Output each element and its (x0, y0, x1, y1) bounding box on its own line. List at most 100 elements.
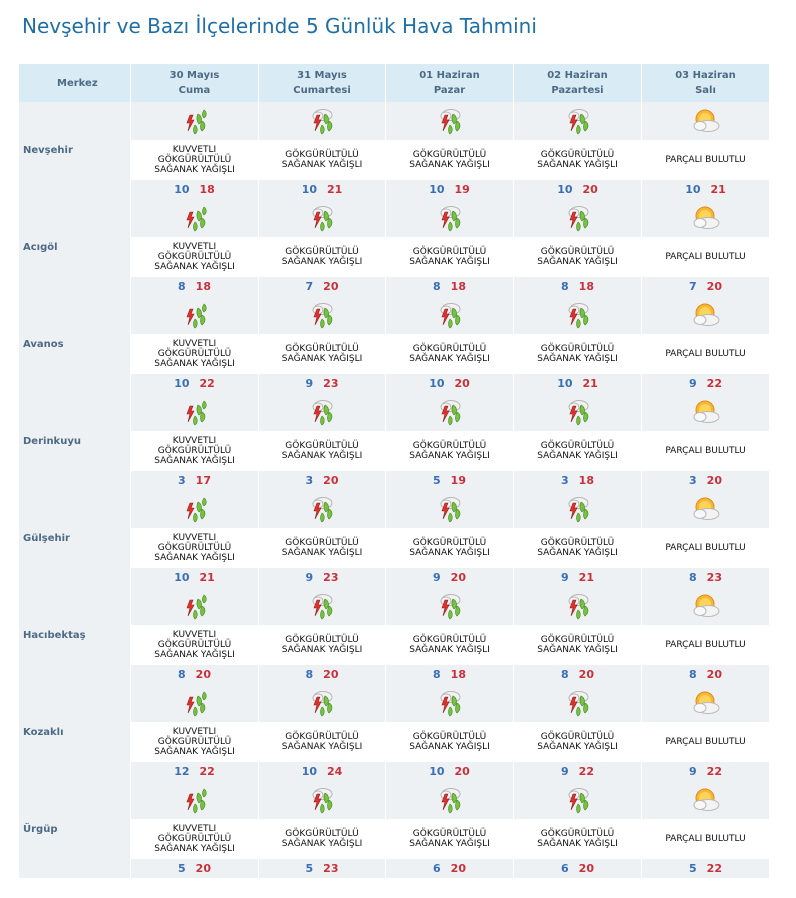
thunderstorm-icon (307, 206, 337, 232)
forecast-description-text: Kuvvetli Gökgürültülü Sağanak Yağışlı (154, 533, 235, 563)
min-temperature: 10 (429, 377, 445, 390)
table-row: Kozaklı (18, 684, 770, 781)
forecast-description: Parçalı Bulutlu (641, 431, 770, 471)
forecast-description: Gökgürültülü Sağanak Yağışlı (513, 528, 642, 568)
min-temperature: 3 (689, 474, 697, 487)
max-temperature: 18 (578, 280, 594, 293)
forecast-temperature: 8 20 (641, 665, 770, 684)
heavy-thunderstorm-icon (180, 400, 210, 426)
min-temperature: 6 (433, 862, 441, 875)
heavy-thunderstorm-icon (180, 206, 210, 232)
thunderstorm-icon (307, 109, 337, 135)
forecast-icon-cell (385, 490, 514, 528)
forecast-temperature: 10 21 (258, 180, 386, 199)
max-temperature: 20 (706, 474, 722, 487)
forecast-description-text: Parçalı Bulutlu (665, 737, 746, 747)
forecast-description-text: Gökgürültülü Sağanak Yağışlı (281, 344, 363, 364)
forecast-description-text: Gökgürültülü Sağanak Yağışlı (537, 829, 618, 849)
forecast-description: Gökgürültülü Sağanak Yağışlı (258, 528, 386, 568)
day-weekday: Pazartesi (551, 85, 604, 96)
table-row: 10 21 9 23 9 20 9 21 8 23 (19, 568, 770, 587)
max-temperature: 19 (454, 183, 470, 196)
forecast-icon-cell (385, 781, 514, 819)
max-temperature: 24 (327, 765, 343, 778)
forecast-icon-cell (513, 684, 642, 722)
location-name: Nevşehir (18, 102, 131, 199)
forecast-description-text: Gökgürültülü Sağanak Yağışlı (281, 441, 363, 461)
forecast-table: Merkez 30 Mayıs Cuma 31 Mayıs Cumartesi 01… (18, 64, 770, 878)
max-temperature: 21 (710, 183, 726, 196)
thunderstorm-icon (435, 788, 465, 814)
min-temperature: 8 (178, 668, 186, 681)
max-temperature: 20 (195, 668, 211, 681)
min-temperature: 10 (174, 377, 190, 390)
partly-cloudy-icon (690, 594, 722, 617)
thunderstorm-icon (563, 497, 593, 523)
table-row: Kuvvetli Gökgürültülü Sağanak Yağışlı Gök… (19, 140, 770, 180)
forecast-description: Gökgürültülü Sağanak Yağışlı (258, 140, 386, 180)
forecast-icon-cell (385, 684, 514, 722)
forecast-icon-cell (130, 490, 259, 528)
forecast-temperature: 8 23 (641, 568, 770, 587)
thunderstorm-icon (307, 497, 337, 523)
forecast-description: Kuvvetli Gökgürültülü Sağanak Yağışlı (130, 819, 259, 859)
thunderstorm-icon (435, 691, 465, 717)
table-row: Avanos (18, 296, 770, 393)
forecast-description-text: Gökgürültülü Sağanak Yağışlı (409, 732, 490, 752)
heavy-thunderstorm-icon (180, 109, 210, 135)
location-name: Gülşehir (18, 490, 131, 587)
forecast-description-text: Parçalı Bulutlu (665, 446, 746, 456)
max-temperature: 20 (450, 571, 466, 584)
thunderstorm-icon (563, 788, 593, 814)
forecast-description: Gökgürültülü Sağanak Yağışlı (385, 528, 514, 568)
forecast-icon-cell (513, 490, 642, 528)
min-temperature: 9 (305, 377, 314, 390)
max-temperature: 20 (706, 280, 722, 293)
heavy-thunderstorm-icon (180, 691, 210, 717)
forecast-temperature: 9 22 (641, 374, 770, 393)
table-row: Kuvvetli Gökgürültülü Sağanak Yağışlı Gök… (19, 334, 770, 374)
forecast-description: Gökgürültülü Sağanak Yağışlı (513, 140, 642, 180)
forecast-description: Kuvvetli Gökgürültülü Sağanak Yağışlı (130, 140, 259, 180)
partly-cloudy-icon (690, 691, 722, 714)
heavy-thunderstorm-icon (180, 594, 210, 620)
forecast-icon-cell (130, 684, 259, 722)
column-header-merkez: Merkez (18, 64, 131, 102)
min-temperature: 7 (689, 280, 697, 293)
max-temperature: 20 (706, 668, 722, 681)
forecast-temperature: 8 18 (385, 277, 514, 296)
max-temperature: 21 (199, 571, 215, 584)
min-temperature: 8 (433, 280, 441, 293)
column-header-day-2: 31 Mayıs Cumartesi (258, 64, 386, 102)
forecast-description-text: Parçalı Bulutlu (665, 252, 746, 262)
location-name: Ürgüp (18, 781, 131, 878)
forecast-description-text: Kuvvetli Gökgürültülü Sağanak Yağışlı (154, 242, 235, 272)
forecast-temperature: 8 20 (513, 665, 642, 684)
forecast-description-text: Gökgürültülü Sağanak Yağışlı (409, 441, 490, 461)
table-row: Gülşehir (18, 490, 770, 587)
min-temperature: 8 (561, 280, 569, 293)
forecast-temperature: 9 20 (385, 568, 514, 587)
forecast-description-text: Gökgürültülü Sağanak Yağışlı (409, 538, 490, 558)
forecast-description: Gökgürültülü Sağanak Yağışlı (513, 237, 642, 277)
min-temperature: 3 (305, 474, 314, 487)
thunderstorm-icon (563, 303, 593, 329)
forecast-description-text: Gökgürültülü Sağanak Yağışlı (409, 635, 490, 655)
max-temperature: 22 (199, 765, 215, 778)
forecast-description-text: Gökgürültülü Sağanak Yağışlı (537, 635, 618, 655)
forecast-description-text: Gökgürültülü Sağanak Yağışlı (537, 538, 618, 558)
location-name: Avanos (18, 296, 131, 393)
forecast-description-text: Gökgürültülü Sağanak Yağışlı (537, 247, 618, 267)
forecast-description: Parçalı Bulutlu (641, 722, 770, 762)
forecast-temperature: 10 22 (130, 374, 259, 393)
table-row: 10 22 9 23 10 20 10 21 9 22 (19, 374, 770, 393)
forecast-description-text: Kuvvetli Gökgürültülü Sağanak Yağışlı (154, 630, 235, 660)
heavy-thunderstorm-icon (180, 788, 210, 814)
forecast-icon-cell (385, 296, 514, 334)
day-weekday: Pazar (433, 85, 466, 96)
max-temperature: 20 (454, 765, 470, 778)
min-temperature: 12 (174, 765, 190, 778)
min-temperature: 10 (557, 183, 573, 196)
forecast-description: Gökgürültülü Sağanak Yağışlı (258, 625, 386, 665)
max-temperature: 17 (195, 474, 211, 487)
